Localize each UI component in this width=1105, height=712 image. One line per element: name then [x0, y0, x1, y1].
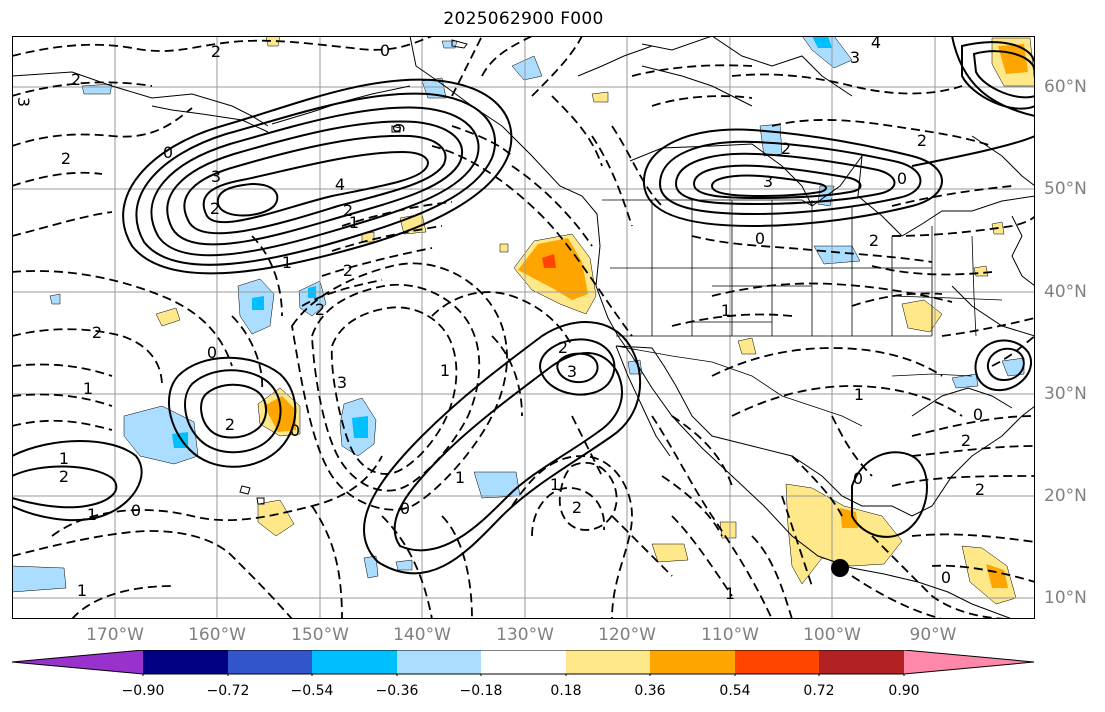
contour-solid — [12, 36, 1035, 575]
colorbar — [12, 650, 1035, 676]
contour-dashed — [12, 36, 1035, 619]
contour-label: 3 — [14, 97, 33, 107]
lon-label: 170°W — [86, 625, 144, 645]
contour-label: 2 — [225, 415, 235, 434]
colorbar-tick-label: −0.72 — [206, 683, 250, 699]
colorbar-tick-label: 0.90 — [888, 683, 920, 699]
contour-label: 1 — [721, 301, 731, 320]
contour-label: 0 — [163, 143, 173, 162]
map-border — [12, 36, 1035, 619]
contour-label: 2 — [343, 261, 353, 280]
contour-label: 2 — [71, 70, 81, 89]
contour-label: 0 — [400, 499, 410, 518]
contour-label: 1 — [59, 449, 69, 468]
contour-label: 0 — [941, 568, 951, 587]
lon-label: 150°W — [291, 625, 349, 645]
contour-label: 2 — [917, 131, 927, 150]
colorbar-segment — [312, 650, 397, 674]
contour-label: 0 — [973, 405, 983, 424]
lat-label: 40°N — [1044, 282, 1087, 302]
colorbar-tick-label: −0.90 — [121, 683, 165, 699]
storm-center-marker — [831, 559, 849, 577]
lon-label: 140°W — [393, 625, 451, 645]
contour-label: 0 — [755, 229, 765, 248]
contour-label: 1 — [87, 505, 97, 524]
contour-label: 2 — [92, 323, 102, 342]
lon-label: 160°W — [188, 625, 246, 645]
shading-negative-core — [172, 36, 832, 448]
contour-label: 0 — [207, 343, 217, 362]
colorbar-tick-label: 0.54 — [719, 683, 751, 699]
contour-label: 1 — [349, 213, 359, 232]
colorbar-segment — [566, 650, 650, 674]
contour-label: 3 — [567, 362, 577, 381]
contour-label: 2 — [558, 338, 568, 357]
colorbar-extend-low — [12, 650, 143, 674]
contour-label: 2 — [343, 201, 353, 220]
contour-label: 3 — [211, 167, 221, 186]
lon-label: 90°W — [909, 625, 957, 645]
lat-label: 50°N — [1044, 179, 1087, 199]
contour-label: 1 — [282, 253, 292, 272]
lon-label: 100°W — [803, 625, 861, 645]
colorbar-tick-label: −0.54 — [290, 683, 334, 699]
colorbar-segment — [735, 650, 819, 674]
contour-label: 2 — [59, 467, 69, 486]
colorbar-tick-label: 0.18 — [550, 683, 582, 699]
colorbar-tick-label: 0.72 — [803, 683, 835, 699]
lat-label: 10°N — [1044, 588, 1087, 608]
contour-label: 2 — [572, 498, 582, 517]
colorbar-segment — [481, 650, 566, 674]
contour-label: 0 — [853, 469, 863, 488]
contour-label: 4 — [335, 175, 345, 194]
lat-label: 60°N — [1044, 77, 1087, 97]
colorbar-tick-label: −0.18 — [459, 683, 503, 699]
contour-label: 2 — [975, 480, 985, 499]
contour-label: 3 — [337, 373, 347, 392]
shading-positive — [155, 36, 1035, 605]
colorbar-segment — [650, 650, 735, 674]
contour-label: 0 — [290, 421, 300, 440]
contour-label: 2 — [61, 149, 71, 168]
contour-label: 2 — [211, 42, 221, 61]
contour-label: 0 — [380, 41, 390, 60]
contour-label: 2 — [315, 300, 325, 319]
map-title: 2025062900 F000 — [443, 9, 604, 29]
shading-positive-peak — [542, 254, 556, 268]
contour-label: 1 — [854, 385, 864, 404]
contour-label: 3 — [763, 172, 773, 191]
map-panel: 2 0 4 3 2 6 3 4 2 1 0 2 3 2 3 0 2 2 1 2 … — [12, 36, 1035, 619]
colorbar-segment — [143, 650, 228, 674]
contour-label: 0 — [897, 169, 907, 188]
contour-label: 1 — [83, 379, 93, 398]
colorbar-tick-label: 0.36 — [634, 683, 666, 699]
contour-label: 3 — [850, 48, 860, 67]
contour-label: 2 — [781, 139, 791, 158]
lat-label: 30°N — [1044, 384, 1087, 404]
colorbar-extend-high — [904, 650, 1034, 674]
contour-label: 2 — [210, 199, 220, 218]
contour-label: 0 — [131, 501, 141, 520]
colorbar-tick-marks — [142, 674, 905, 676]
lon-label: 130°W — [496, 625, 554, 645]
contour-label: 1 — [440, 361, 450, 380]
contour-label: 4 — [871, 36, 881, 52]
colorbar-segment — [397, 650, 481, 674]
contour-label: 1 — [77, 581, 87, 600]
contour-label: 6 — [389, 123, 408, 133]
colorbar-tick-label: −0.36 — [375, 683, 419, 699]
colorbar-segment — [228, 650, 312, 674]
lon-label: 110°W — [701, 625, 759, 645]
lon-label: 120°W — [598, 625, 656, 645]
contour-label: 1 — [725, 584, 735, 603]
contour-label: 2 — [869, 231, 879, 250]
contour-labels: 2 0 4 3 2 6 3 4 2 1 0 2 3 2 3 0 2 2 1 2 … — [14, 36, 985, 603]
lat-label: 20°N — [1044, 486, 1087, 506]
contour-label: 1 — [455, 468, 465, 487]
colorbar-segment — [819, 650, 904, 674]
contour-label: 2 — [961, 431, 971, 450]
contour-label: 1 — [550, 475, 560, 494]
